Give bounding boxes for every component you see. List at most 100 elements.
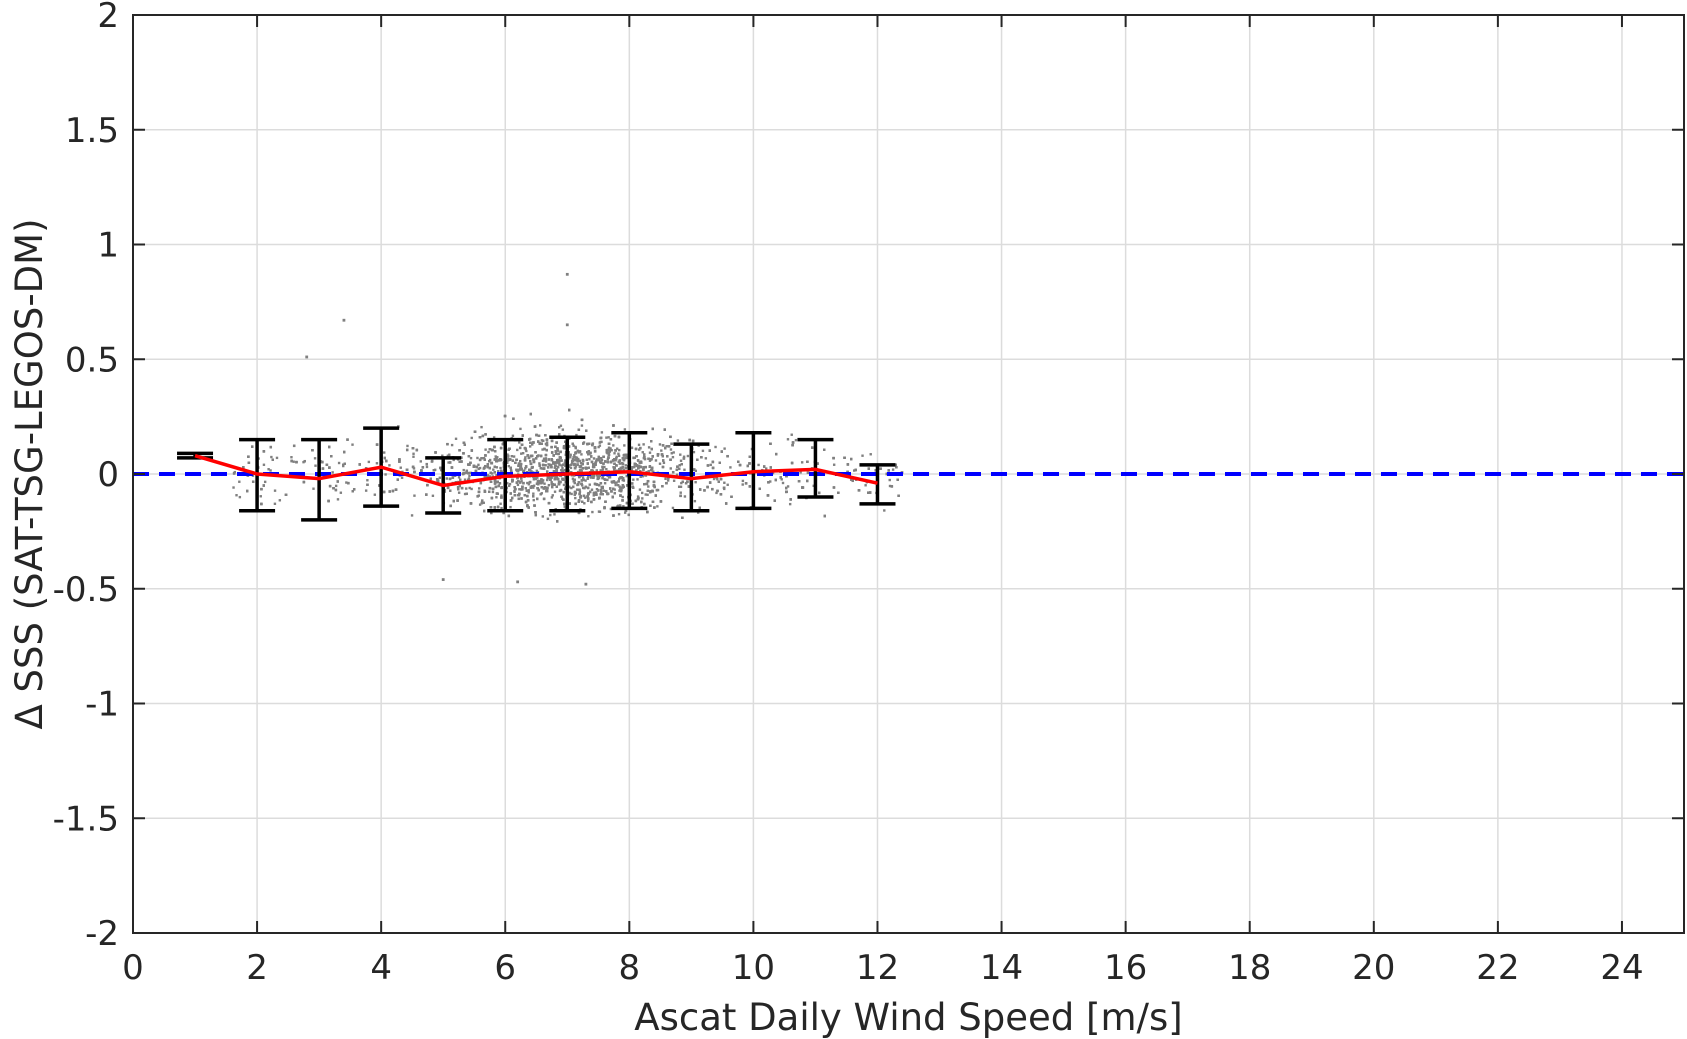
scatter-point	[483, 464, 487, 468]
scatter-point	[534, 477, 537, 480]
scatter-point	[578, 492, 581, 496]
scatter-point	[636, 478, 639, 481]
scatter-point	[537, 440, 540, 443]
scatter-point	[609, 507, 613, 511]
scatter-point	[536, 497, 539, 501]
scatter-point	[562, 490, 565, 494]
scatter-point	[500, 506, 503, 510]
scatter-point	[621, 484, 625, 487]
scatter-point	[800, 461, 804, 464]
scatter-point	[513, 490, 516, 494]
scatter-point	[328, 484, 332, 488]
scatter-point	[544, 458, 547, 461]
scatter-point	[520, 443, 524, 446]
scatter-point	[328, 466, 331, 469]
scatter-point	[375, 443, 379, 446]
scatter-point	[597, 445, 600, 449]
scatter-point	[642, 443, 645, 446]
scatter-point	[603, 506, 606, 510]
scatter-point	[606, 478, 609, 482]
scatter-point	[477, 487, 481, 490]
x-tick-label: 12	[856, 948, 899, 988]
scatter-point	[643, 483, 646, 486]
scatter-point	[744, 482, 748, 485]
scatter-point	[546, 488, 549, 492]
scatter-point	[633, 465, 636, 469]
scatter-point	[598, 474, 601, 478]
scatter-point	[837, 491, 840, 494]
scatter-point	[419, 460, 422, 463]
scatter-point	[699, 488, 702, 491]
scatter-point	[576, 463, 579, 466]
scatter-point	[486, 474, 490, 477]
scatter-point	[517, 480, 520, 483]
x-axis-ticks: 0 2 4 6 8 10 12 14 16 18 20 22 24	[122, 15, 1644, 988]
scatter-point	[573, 478, 576, 482]
scatter-point	[495, 459, 498, 463]
scatter-point	[601, 476, 604, 480]
scatter-point	[711, 466, 715, 470]
scatter-point	[679, 491, 682, 494]
scatter-point	[527, 491, 530, 494]
scatter-point	[592, 498, 596, 501]
scatter-point	[729, 466, 732, 469]
scatter-point	[517, 493, 521, 497]
scatter-point	[573, 467, 577, 470]
scatter-point	[584, 479, 587, 482]
scatter-point	[290, 456, 293, 459]
scatter-point	[580, 424, 584, 427]
scatter-point	[482, 456, 486, 460]
scatter-point	[643, 456, 646, 459]
scatter-point	[533, 425, 537, 428]
scatter-outlier	[516, 580, 520, 584]
scatter-point	[714, 445, 717, 449]
scatter-point	[539, 467, 543, 470]
scatter-point	[757, 463, 760, 467]
scatter-point	[591, 442, 595, 445]
scatter-point	[625, 501, 629, 505]
scatter-point	[621, 478, 624, 482]
scatter-point	[251, 480, 255, 483]
scatter-point	[799, 471, 802, 474]
scatter-point	[560, 459, 563, 462]
scatter-point	[723, 447, 726, 450]
y-tick-label: 1.5	[65, 111, 119, 151]
scatter-point	[574, 465, 578, 468]
scatter-point	[609, 447, 612, 450]
scatter-point	[242, 466, 245, 469]
scatter-point	[637, 467, 640, 470]
scatter-point	[650, 440, 653, 443]
scatter-point	[850, 457, 853, 461]
scatter-point	[562, 478, 566, 481]
scatter-point	[545, 443, 549, 447]
scatter-point	[786, 485, 790, 488]
scatter-point	[541, 439, 545, 442]
scatter-point	[608, 450, 611, 453]
scatter-point	[603, 482, 607, 485]
scatter-point	[539, 424, 542, 427]
scatter-point	[493, 506, 497, 509]
scatter-point	[490, 448, 494, 452]
scatter-point	[620, 462, 624, 465]
scatter-point	[312, 487, 315, 490]
scatter-point	[526, 454, 529, 457]
scatter-point	[545, 489, 549, 493]
scatter-point	[644, 465, 647, 469]
scatter-point	[613, 491, 616, 495]
scatter-point	[600, 486, 604, 489]
scatter-point	[625, 456, 629, 459]
scatter-point	[513, 494, 517, 497]
scatter-point	[532, 492, 535, 495]
scatter-point	[555, 485, 558, 488]
scatter-point	[593, 482, 597, 486]
scatter-point	[556, 449, 560, 452]
scatter-point	[550, 496, 554, 499]
scatter-point	[467, 463, 470, 466]
scatter-point	[741, 483, 744, 486]
scatter-point	[531, 465, 534, 469]
scatter-point	[888, 478, 891, 482]
scatter-point	[388, 464, 391, 467]
scatter-point	[499, 466, 502, 470]
scatter-point	[262, 450, 266, 453]
scatter-point	[385, 459, 388, 463]
